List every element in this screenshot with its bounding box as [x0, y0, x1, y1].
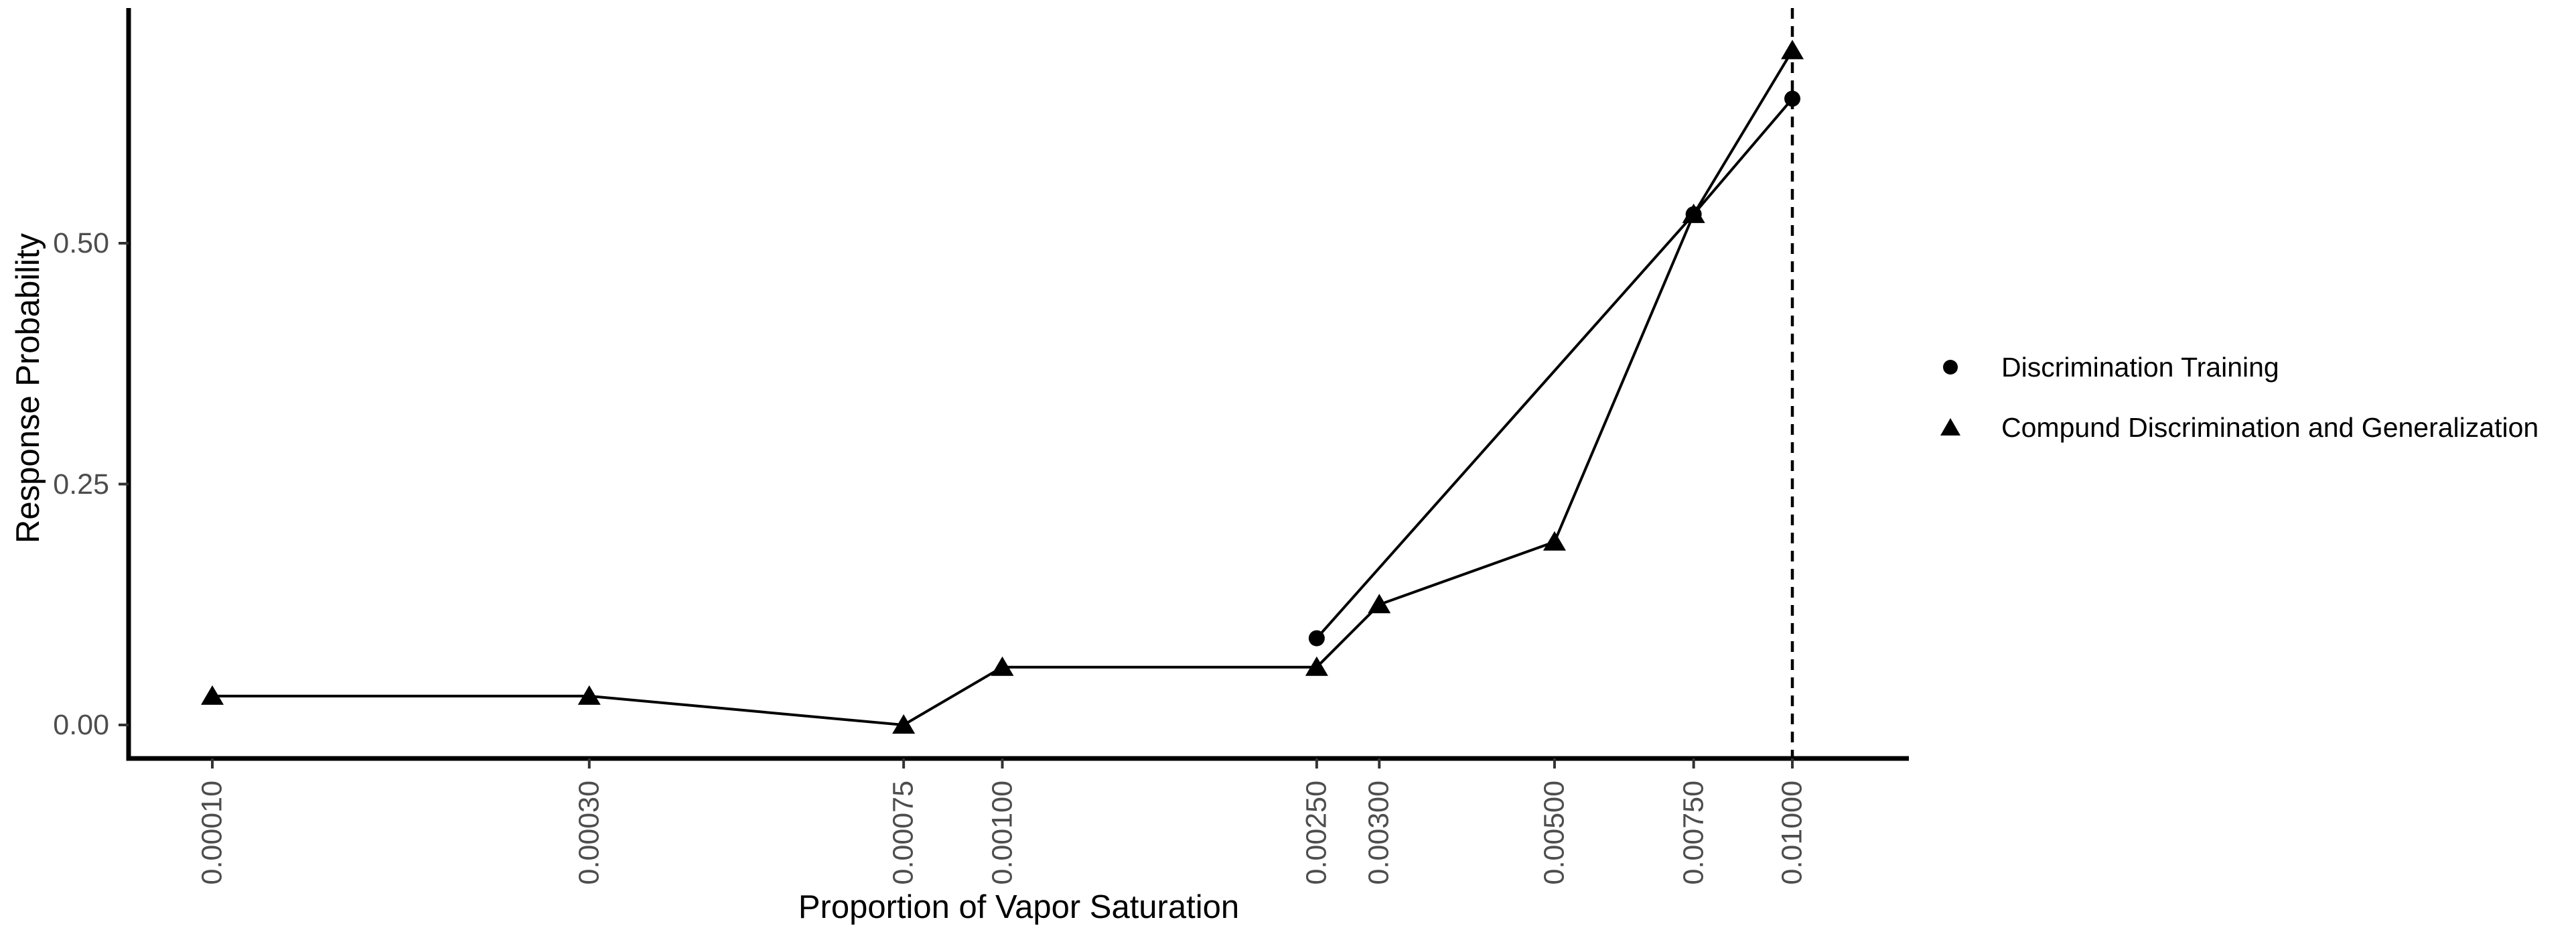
legend-label: Compund Discrimination and Generalizatio… — [2001, 411, 2539, 443]
x-tick-label: 0.00250 — [1300, 781, 1333, 885]
x-tick-label: 0.00010 — [196, 781, 228, 885]
x-tick-label: 0.00075 — [887, 781, 920, 885]
triangle-marker — [201, 685, 224, 705]
series-line — [212, 50, 1794, 727]
legend-label: Discrimination Training — [2001, 351, 2279, 383]
triangle-marker — [1543, 531, 1566, 551]
series-line — [1315, 98, 1794, 639]
legend-item-discrimination-training: Discrimination Training — [1937, 350, 2279, 385]
x-axis-title: Proportion of Vapor Saturation — [798, 889, 1240, 925]
triangle-marker — [1682, 203, 1705, 223]
x-tick-label: 0.00300 — [1362, 781, 1395, 885]
circle-marker — [1308, 630, 1325, 647]
triangle-marker — [577, 685, 601, 705]
x-tick-label: 0.00100 — [986, 781, 1018, 885]
legend-triangle-marker-icon — [1940, 418, 1960, 436]
triangle-marker — [1305, 656, 1328, 676]
triangle-marker — [892, 714, 916, 734]
triangle-marker — [1368, 594, 1391, 614]
legend-circle-marker-icon — [1943, 360, 1958, 375]
x-tick-label: 0.01000 — [1776, 781, 1808, 885]
triangle-marker — [991, 656, 1014, 676]
triangle-marker — [1781, 40, 1804, 60]
x-tick-label: 0.00030 — [573, 781, 605, 885]
y-tick-label: 0.25 — [53, 468, 109, 501]
x-tick-label: 0.00500 — [1538, 781, 1571, 885]
x-tick-label: 0.00750 — [1677, 781, 1710, 885]
y-tick-label: 0.00 — [53, 709, 109, 741]
y-tick-label: 0.50 — [53, 227, 109, 259]
circle-marker — [1784, 90, 1800, 107]
legend-item-compund-discrimination: Compund Discrimination and Generalizatio… — [1937, 410, 2538, 445]
